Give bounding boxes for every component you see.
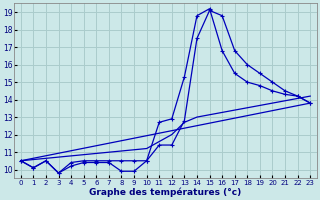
X-axis label: Graphe des températures (°c): Graphe des températures (°c) bbox=[89, 187, 242, 197]
